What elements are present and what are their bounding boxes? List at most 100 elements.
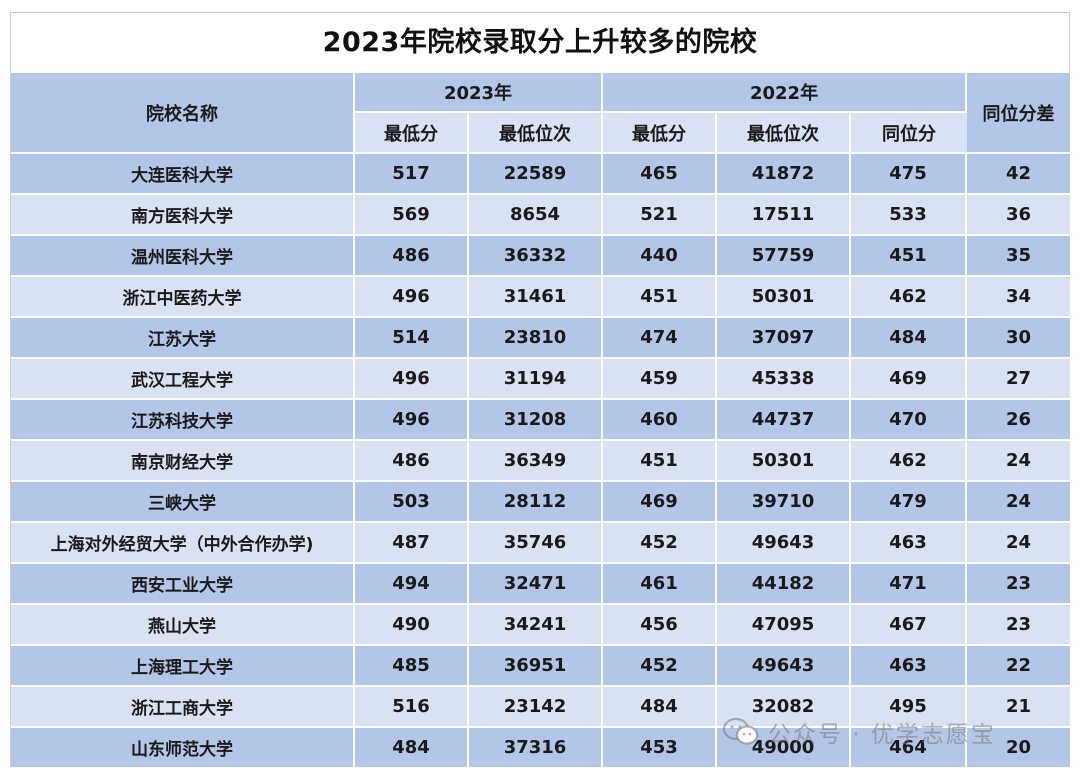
min-score-2022: 484 xyxy=(603,687,718,728)
min-score-2022: 474 xyxy=(603,318,718,359)
equiv-score-diff: 36 xyxy=(967,195,1071,236)
equiv-score-2022: 463 xyxy=(851,523,968,564)
min-score-2022: 456 xyxy=(603,605,718,646)
equiv-score-2022: 467 xyxy=(851,605,968,646)
school-name: 江苏大学 xyxy=(11,318,355,359)
school-name: 大连医科大学 xyxy=(11,154,355,195)
min-score-2023: 487 xyxy=(355,523,469,564)
header-min-score-2022: 最低分 xyxy=(603,113,718,154)
min-rank-2023: 31461 xyxy=(469,277,604,318)
table-row: 温州医科大学 486 36332 440 57759 451 35 xyxy=(11,236,1071,277)
table-row: 江苏大学 514 23810 474 37097 484 30 xyxy=(11,318,1071,359)
min-rank-2022: 45338 xyxy=(717,359,852,400)
school-name: 上海对外经贸大学（中外合作办学) xyxy=(11,523,355,564)
school-name: 西安工业大学 xyxy=(11,564,355,605)
equiv-score-2022: 484 xyxy=(851,318,968,359)
min-score-2022: 460 xyxy=(603,400,718,441)
header-min-rank-2023: 最低位次 xyxy=(469,113,604,154)
min-rank-2023: 34241 xyxy=(469,605,604,646)
equiv-score-2022: 495 xyxy=(851,687,968,728)
min-rank-2023: 8654 xyxy=(469,195,604,236)
min-score-2023: 490 xyxy=(355,605,469,646)
school-name: 南方医科大学 xyxy=(11,195,355,236)
equiv-score-diff: 22 xyxy=(967,646,1071,687)
min-score-2022: 452 xyxy=(603,523,718,564)
min-rank-2022: 44737 xyxy=(717,400,852,441)
min-score-2022: 440 xyxy=(603,236,718,277)
equiv-score-diff: 21 xyxy=(967,687,1071,728)
equiv-score-diff: 26 xyxy=(967,400,1071,441)
min-score-2022: 459 xyxy=(603,359,718,400)
school-name: 浙江工商大学 xyxy=(11,687,355,728)
equiv-score-diff: 30 xyxy=(967,318,1071,359)
min-score-2023: 496 xyxy=(355,359,469,400)
school-name: 武汉工程大学 xyxy=(11,359,355,400)
min-score-2022: 451 xyxy=(603,441,718,482)
equiv-score-2022: 462 xyxy=(851,441,968,482)
equiv-score-2022: 463 xyxy=(851,646,968,687)
min-rank-2022: 49643 xyxy=(717,523,852,564)
equiv-score-diff: 24 xyxy=(967,482,1071,523)
min-score-2022: 461 xyxy=(603,564,718,605)
min-rank-2022: 17511 xyxy=(717,195,852,236)
min-score-2022: 521 xyxy=(603,195,718,236)
header-year-2023: 2023年 xyxy=(355,73,604,113)
min-rank-2023: 23810 xyxy=(469,318,604,359)
min-score-2023: 516 xyxy=(355,687,469,728)
table-row: 上海对外经贸大学（中外合作办学) 487 35746 452 49643 463 24 xyxy=(11,523,1071,564)
table-row: 三峡大学 503 28112 469 39710 479 24 xyxy=(11,482,1071,523)
equiv-score-2022: 464 xyxy=(851,728,968,769)
min-rank-2022: 49643 xyxy=(717,646,852,687)
min-rank-2023: 23142 xyxy=(469,687,604,728)
header-equiv-score-2022: 同位分 xyxy=(851,113,968,154)
header-school: 院校名称 xyxy=(11,73,355,154)
table-row: 浙江工商大学 516 23142 484 32082 495 21 xyxy=(11,687,1071,728)
header-row-2: 最低分 最低位次 最低分 最低位次 同位分 xyxy=(11,113,1070,154)
min-rank-2023: 36951 xyxy=(469,646,604,687)
table-row: 浙江中医药大学 496 31461 451 50301 462 34 xyxy=(11,277,1071,318)
min-score-2023: 496 xyxy=(355,277,469,318)
min-rank-2023: 35746 xyxy=(469,523,604,564)
min-rank-2022: 50301 xyxy=(717,441,852,482)
table-row: 西安工业大学 494 32471 461 44182 471 23 xyxy=(11,564,1071,605)
equiv-score-2022: 479 xyxy=(851,482,968,523)
equiv-score-2022: 470 xyxy=(851,400,968,441)
equiv-score-diff: 27 xyxy=(967,359,1071,400)
min-score-2023: 496 xyxy=(355,400,469,441)
min-score-2023: 486 xyxy=(355,441,469,482)
table-row: 南京财经大学 486 36349 451 50301 462 24 xyxy=(11,441,1071,482)
min-rank-2023: 28112 xyxy=(469,482,604,523)
min-rank-2022: 57759 xyxy=(717,236,852,277)
equiv-score-2022: 533 xyxy=(851,195,968,236)
min-rank-2022: 50301 xyxy=(717,277,852,318)
min-rank-2022: 49000 xyxy=(717,728,852,769)
school-name: 江苏科技大学 xyxy=(11,400,355,441)
min-score-2023: 569 xyxy=(355,195,469,236)
min-score-2022: 469 xyxy=(603,482,718,523)
header-year-2022: 2022年 xyxy=(603,73,968,113)
min-score-2022: 453 xyxy=(603,728,718,769)
header-min-rank-2022: 最低位次 xyxy=(717,113,852,154)
header-min-score-2023: 最低分 xyxy=(355,113,469,154)
table-row: 武汉工程大学 496 31194 459 45338 469 27 xyxy=(11,359,1071,400)
min-score-2023: 484 xyxy=(355,728,469,769)
equiv-score-2022: 451 xyxy=(851,236,968,277)
table-row: 大连医科大学 517 22589 465 41872 475 42 xyxy=(11,154,1071,195)
equiv-score-2022: 469 xyxy=(851,359,968,400)
school-name: 燕山大学 xyxy=(11,605,355,646)
min-score-2022: 452 xyxy=(603,646,718,687)
table-row: 江苏科技大学 496 31208 460 44737 470 26 xyxy=(11,400,1071,441)
table-body: 大连医科大学 517 22589 465 41872 475 42 南方医科大学 569 8654… xyxy=(11,154,1071,769)
header-row-1: 院校名称 2023年 2022年 同位分差 xyxy=(11,73,1071,154)
min-rank-2023: 36332 xyxy=(469,236,604,277)
min-rank-2023: 22589 xyxy=(469,154,604,195)
min-score-2023: 503 xyxy=(355,482,469,523)
min-rank-2022: 41872 xyxy=(717,154,852,195)
min-rank-2023: 32471 xyxy=(469,564,604,605)
equiv-score-2022: 471 xyxy=(851,564,968,605)
school-name: 浙江中医药大学 xyxy=(11,277,355,318)
min-score-2023: 486 xyxy=(355,236,469,277)
min-score-2022: 465 xyxy=(603,154,718,195)
min-score-2023: 514 xyxy=(355,318,469,359)
min-score-2023: 517 xyxy=(355,154,469,195)
